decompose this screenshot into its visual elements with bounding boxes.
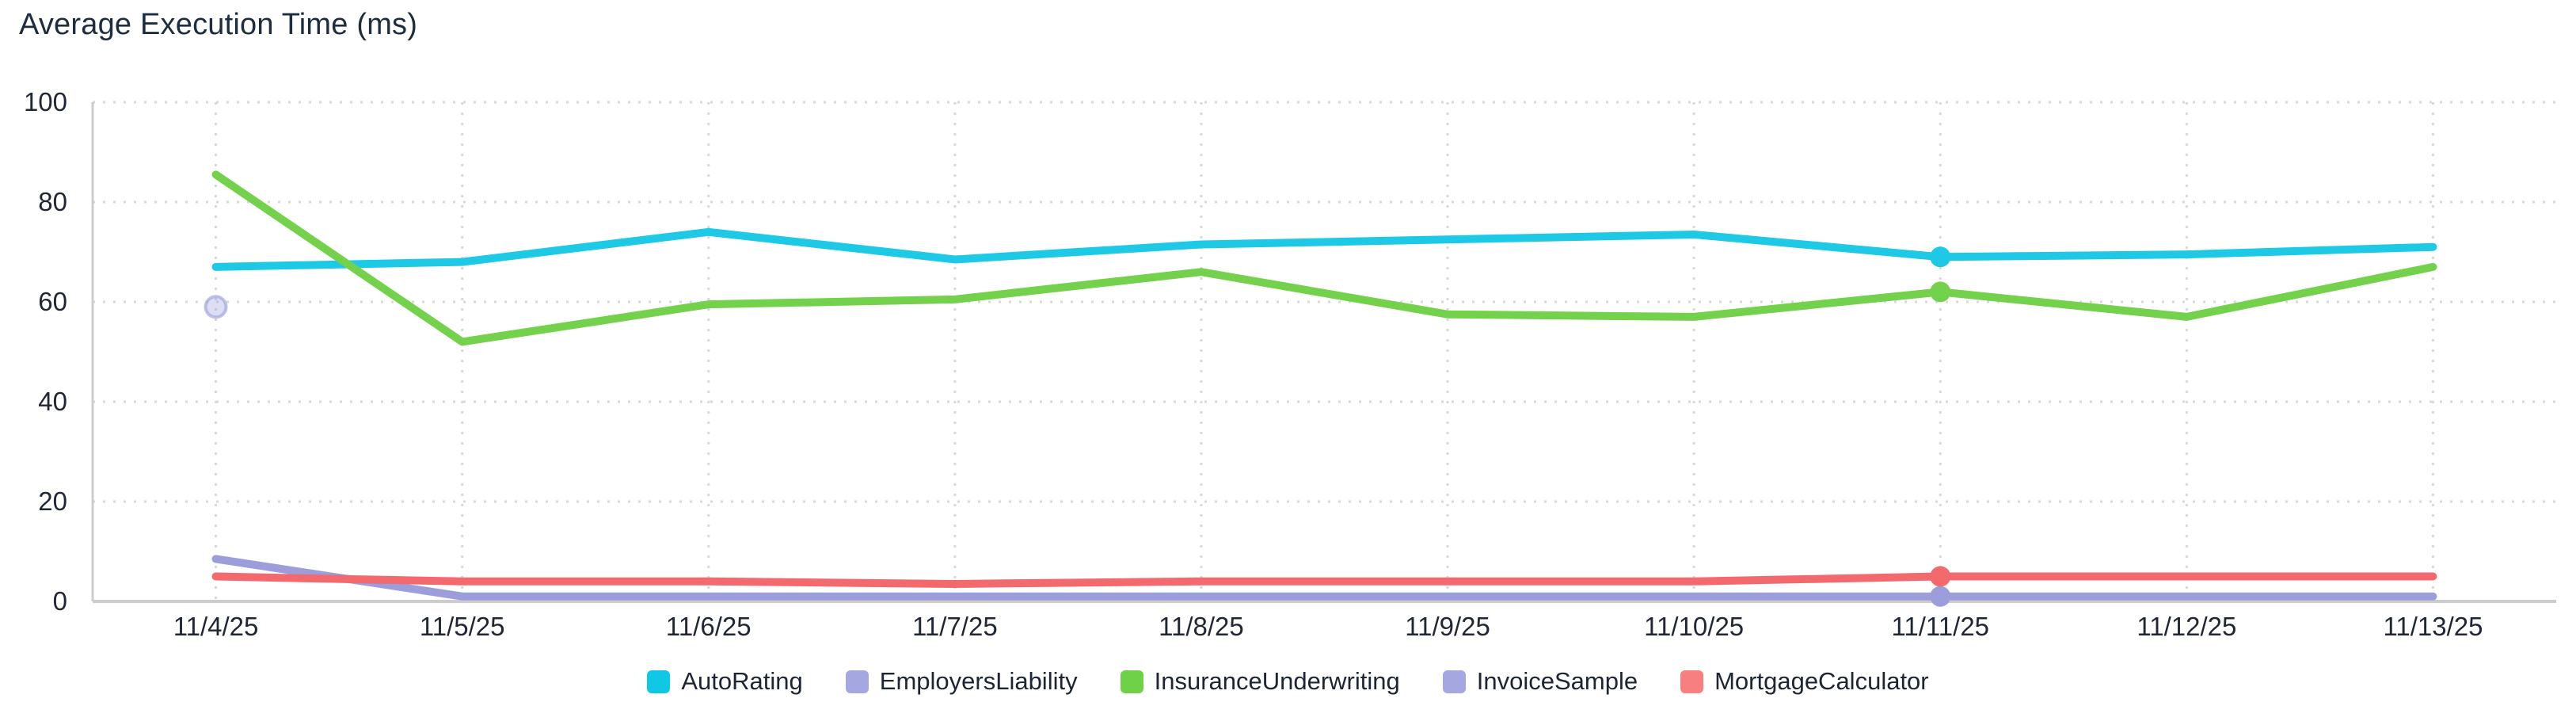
legend-swatch-mortgagecalculator xyxy=(1680,670,1704,693)
series-line-autorating[interactable] xyxy=(211,227,2437,271)
legend-swatch-autorating xyxy=(647,670,671,693)
x-tick-label: 11/11/25 xyxy=(1891,612,1989,641)
legend-swatch-invoicesample xyxy=(1442,670,1466,693)
x-tick-label: 11/6/25 xyxy=(666,612,751,641)
legend-label: InsuranceUnderwriting xyxy=(1154,667,1400,695)
x-tick-label: 11/4/25 xyxy=(173,612,259,641)
x-tick-label: 11/9/25 xyxy=(1405,612,1490,641)
chart-title: Average Execution Time (ms) xyxy=(19,8,418,41)
x-tick-label: 11/7/25 xyxy=(912,612,998,641)
x-tick-label: 11/5/25 xyxy=(420,612,505,641)
legend-swatch-employersliability xyxy=(845,670,869,693)
legend-label: InvoiceSample xyxy=(1476,667,1638,695)
data-point-marker-autorating[interactable] xyxy=(1930,246,1951,268)
y-tick-label: 0 xyxy=(53,586,67,616)
x-tick-label: 11/13/25 xyxy=(2383,612,2483,641)
legend-item-invoicesample[interactable]: InvoiceSample xyxy=(1442,667,1638,696)
legend-item-mortgagecalculator[interactable]: MortgageCalculator xyxy=(1680,667,1929,696)
legend-item-employersliability[interactable]: EmployersLiability xyxy=(845,667,1078,696)
x-tick-label: 11/8/25 xyxy=(1159,612,1244,641)
series-line-invoicesample[interactable] xyxy=(211,555,2437,601)
series-line-mortgagecalculator[interactable] xyxy=(211,572,2437,588)
series-line-insuranceunderwriting[interactable] xyxy=(211,170,2437,346)
x-tick-label: 11/12/25 xyxy=(2137,612,2236,641)
data-point-marker-mortgagecalculator[interactable] xyxy=(1930,566,1951,587)
y-tick-label: 80 xyxy=(38,187,67,216)
legend-swatch-insuranceunderwriting xyxy=(1120,670,1143,693)
legend-label: MortgageCalculator xyxy=(1714,667,1929,695)
y-tick-label: 100 xyxy=(24,87,67,116)
data-point-marker-employersliability[interactable] xyxy=(204,295,228,319)
data-point-marker-insuranceunderwriting[interactable] xyxy=(1930,281,1951,303)
y-tick-label: 40 xyxy=(38,387,67,416)
y-tick-label: 20 xyxy=(38,487,67,516)
legend-item-autorating[interactable]: AutoRating xyxy=(647,667,803,696)
x-tick-label: 11/10/25 xyxy=(1644,612,1744,641)
data-point-marker-invoicesample[interactable] xyxy=(1930,586,1951,607)
legend-item-insuranceunderwriting[interactable]: InsuranceUnderwriting xyxy=(1120,667,1400,696)
legend-label: EmployersLiability xyxy=(879,667,1078,695)
legend-label: AutoRating xyxy=(681,667,803,695)
y-tick-label: 60 xyxy=(38,287,67,316)
chart-legend: AutoRating EmployersLiability InsuranceUnd… xyxy=(0,667,2576,696)
